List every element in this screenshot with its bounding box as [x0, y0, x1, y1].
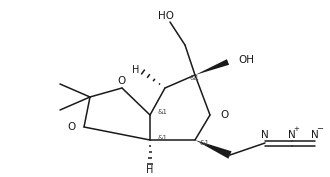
- Text: H: H: [132, 65, 139, 75]
- Text: N: N: [288, 130, 296, 140]
- Text: &1: &1: [200, 140, 210, 146]
- Text: O: O: [220, 110, 228, 120]
- Text: &1: &1: [190, 75, 200, 81]
- Polygon shape: [195, 140, 232, 159]
- Text: H: H: [146, 165, 154, 175]
- Text: N: N: [311, 130, 319, 140]
- Text: N: N: [261, 130, 269, 140]
- Text: O: O: [68, 122, 76, 132]
- Text: +: +: [293, 126, 299, 132]
- Text: &1: &1: [157, 109, 167, 115]
- Polygon shape: [195, 59, 229, 75]
- Text: &1: &1: [157, 135, 167, 141]
- Text: OH: OH: [238, 55, 254, 65]
- Text: −: −: [316, 124, 323, 133]
- Text: O: O: [118, 76, 126, 86]
- Text: HO: HO: [158, 11, 174, 21]
